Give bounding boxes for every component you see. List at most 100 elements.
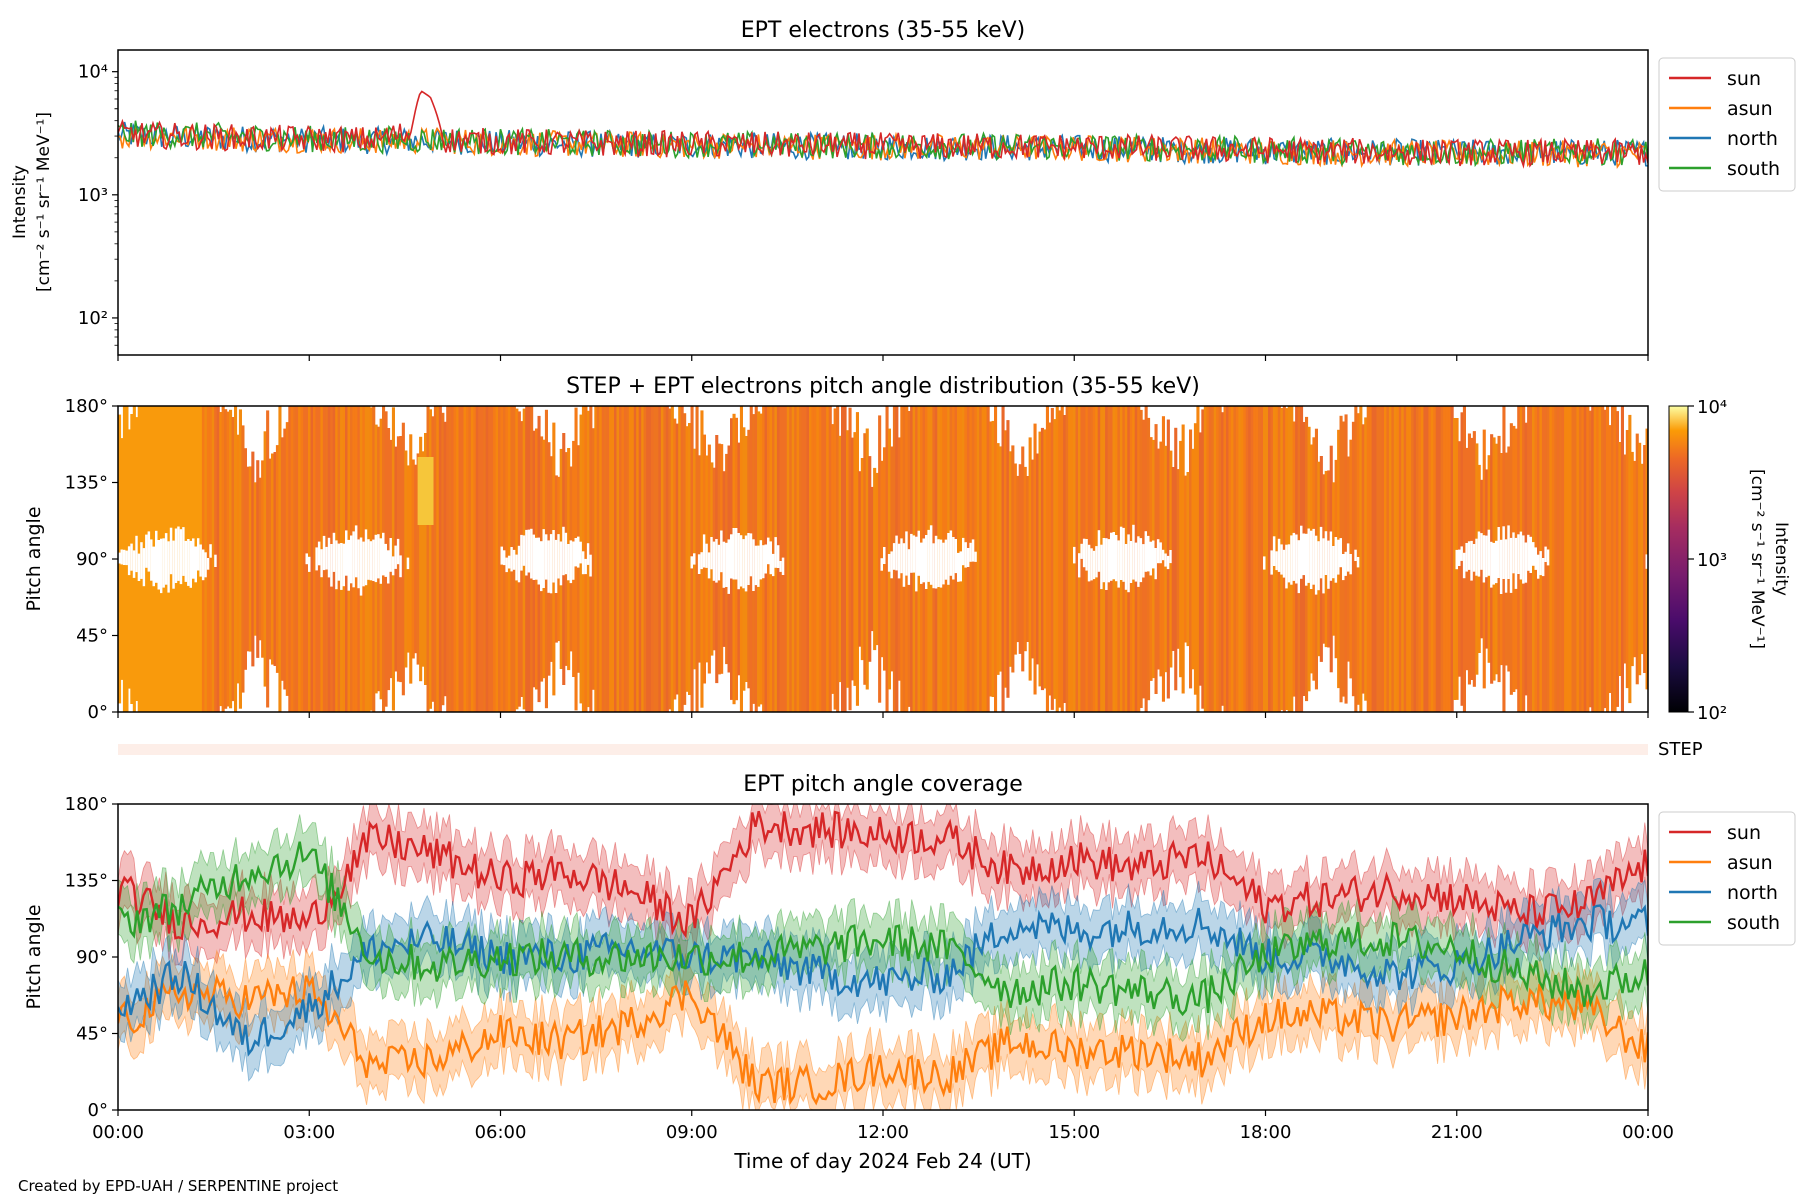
- heatmap-gap: [1541, 558, 1545, 577]
- heatmap-cell: [1213, 406, 1217, 712]
- heatmap-gap: [118, 552, 122, 564]
- heatmap-gap: [939, 539, 943, 588]
- heatmap-cell: [838, 435, 842, 683]
- heatmap-cell: [853, 432, 857, 686]
- heatmap-gap: [737, 533, 741, 590]
- heatmap-gap: [1524, 542, 1528, 583]
- heatmap-gap: [887, 554, 891, 572]
- heatmap-cell: [623, 406, 627, 712]
- heatmap-cell: [1028, 437, 1032, 681]
- heatmap-cell: [1418, 406, 1422, 712]
- heatmap-gap: [1458, 549, 1462, 566]
- heatmap-cell: [656, 406, 660, 712]
- heatmap-cell-peak: [417, 457, 434, 525]
- heatmap-cell: [243, 448, 247, 670]
- heatmap-cell: [786, 406, 790, 712]
- heatmap-gap: [137, 553, 141, 581]
- heatmap-cell: [1615, 411, 1619, 707]
- heatmap-cell: [480, 406, 484, 712]
- heatmap-cell: [470, 406, 474, 712]
- heatmap-gap: [167, 541, 171, 593]
- heatmap-cell: [816, 406, 820, 712]
- heatmap-gap: [1485, 535, 1489, 578]
- panel2-y-axis: 0° 45° 90° 135° 180°: [65, 396, 118, 723]
- footer-credit: Created by EPD-UAH / SERPENTINE project: [18, 1177, 338, 1195]
- coverage-line-south: [118, 841, 1648, 1017]
- heatmap-cell: [1561, 406, 1565, 712]
- heatmap-cell: [1440, 406, 1444, 712]
- heatmap-gap: [522, 535, 526, 566]
- y-tick-label: 10⁴: [78, 62, 108, 83]
- heatmap-cell: [663, 406, 667, 712]
- heatmap-cell: [806, 406, 810, 712]
- legend-label-south: south: [1727, 158, 1780, 180]
- heatmap-gap: [1339, 538, 1343, 568]
- heatmap-gap: [1164, 553, 1168, 567]
- heatmap-cell: [1181, 424, 1185, 694]
- heatmap-cell: [648, 406, 652, 712]
- heatmap-cell: [1016, 475, 1020, 643]
- heatmap-cell: [638, 406, 642, 712]
- heatmap-gap: [932, 543, 936, 589]
- heatmap-cell: [1065, 406, 1069, 712]
- heatmap-cell: [426, 406, 430, 712]
- heatmap-cell: [421, 451, 425, 667]
- heatmap-gap: [372, 539, 376, 581]
- heatmap-cell: [401, 422, 405, 696]
- heatmap-cell: [1068, 406, 1072, 712]
- heatmap-gap: [1137, 536, 1141, 587]
- heatmap-cell: [226, 411, 230, 707]
- heatmap-gap: [883, 547, 887, 564]
- heatmap-cell: [1423, 406, 1427, 712]
- heatmap-gap: [727, 539, 731, 594]
- heatmap-cell: [1026, 476, 1030, 642]
- heatmap-cell: [1413, 406, 1417, 712]
- heatmap-gap: [379, 538, 383, 584]
- x-tick-label: 21:00: [1431, 1122, 1483, 1143]
- heatmap-gap: [1087, 544, 1091, 582]
- panel1-x-ticks: [117, 355, 1649, 361]
- heatmap-cell: [1369, 406, 1373, 712]
- heatmap-gap: [1509, 537, 1513, 593]
- heatmap-gap: [725, 542, 729, 587]
- heatmap-cell: [1393, 406, 1397, 712]
- heatmap-cell: [1643, 445, 1647, 673]
- panel1-frame: [117, 49, 1649, 356]
- heatmap-cell: [1433, 406, 1437, 712]
- heatmap-cell: [796, 406, 800, 712]
- heatmap-cell: [303, 406, 307, 712]
- x-tick-label: 06:00: [475, 1122, 527, 1143]
- heatmap-gap: [1472, 544, 1476, 572]
- heatmap-gap: [145, 534, 149, 568]
- x-tick-label: 15:00: [1048, 1122, 1100, 1143]
- heatmap-cell: [841, 406, 845, 712]
- heatmap-gap: [164, 533, 168, 585]
- heatmap-cell: [875, 472, 879, 646]
- heatmap-cell: [1445, 406, 1449, 712]
- heatmap-gap: [705, 543, 709, 568]
- heatmap-cell: [784, 406, 788, 712]
- heatmap-gap: [1132, 524, 1136, 580]
- heatmap-cell: [1031, 459, 1035, 659]
- heatmap-cell: [601, 406, 605, 712]
- heatmap-cell: [1593, 406, 1597, 712]
- heatmap-gap: [367, 539, 371, 580]
- heatmap-gap: [396, 538, 400, 565]
- heatmap-cell: [989, 421, 993, 697]
- heatmap-cell: [1018, 464, 1022, 654]
- heatmap-cell: [1376, 406, 1380, 712]
- heatmap-gap: [500, 546, 504, 565]
- heatmap-gap: [564, 532, 568, 575]
- heatmap-cell: [1574, 406, 1578, 712]
- heatmap-cell: [994, 406, 998, 712]
- heatmap-cell: [1374, 406, 1378, 712]
- heatmap-cell: [614, 406, 618, 712]
- heatmap-gap: [140, 542, 144, 579]
- heatmap-gap: [1327, 540, 1331, 589]
- heatmap-gap: [764, 544, 768, 574]
- heatmap-cell: [779, 406, 783, 712]
- heatmap-cell: [641, 406, 645, 712]
- heatmap-gap: [557, 534, 561, 579]
- y-tick-label: 135°: [65, 871, 108, 892]
